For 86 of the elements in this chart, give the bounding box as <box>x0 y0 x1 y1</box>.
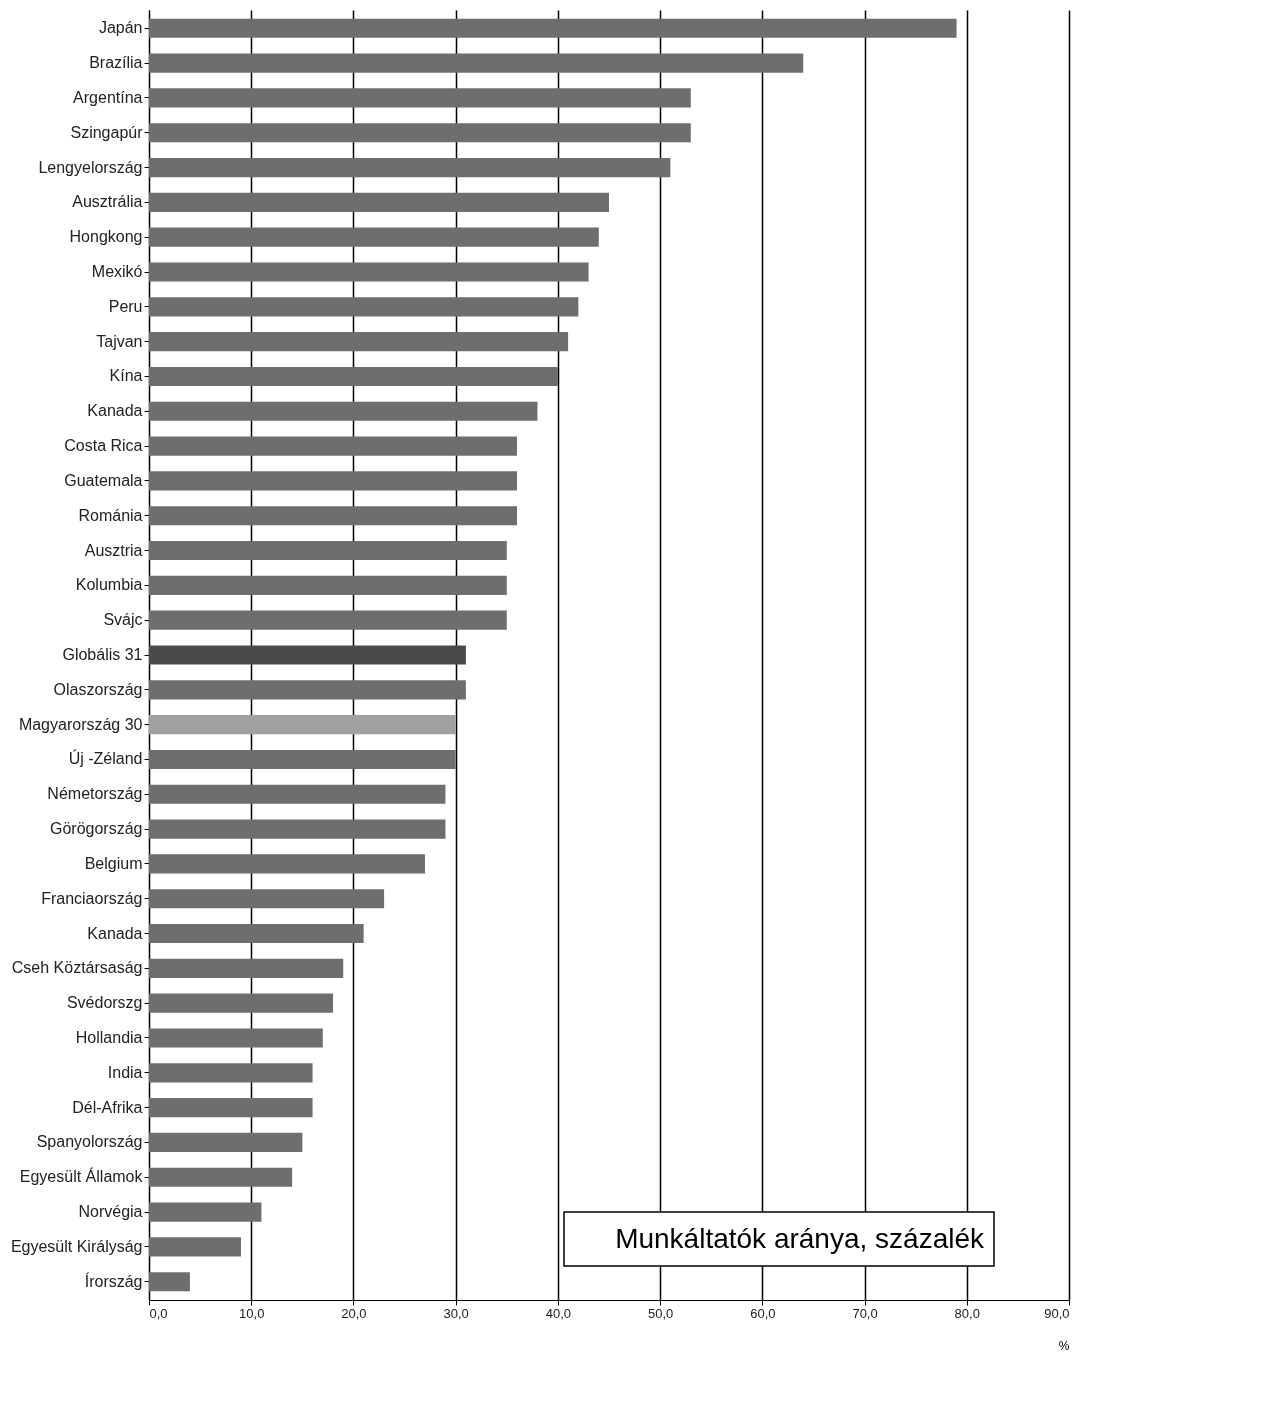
x-tick-label: 20,0 <box>341 1305 367 1321</box>
y-tick-label: Új -Zéland <box>68 749 143 768</box>
y-tick-label: Ausztrália <box>72 193 143 211</box>
bar <box>149 366 558 387</box>
bar <box>149 854 425 874</box>
y-tick-label: Guatemala <box>64 471 143 489</box>
y-tick-label: Norvégia <box>78 1203 143 1221</box>
x-tick-label: 10,0 <box>239 1305 265 1321</box>
bar <box>149 958 344 978</box>
bar <box>149 506 517 526</box>
y-tick-label: Lengyelország <box>38 158 143 176</box>
y-tick-label: Peru <box>108 297 143 315</box>
bar <box>149 18 957 38</box>
y-tick-label: Tajvan <box>96 332 143 350</box>
y-tick-label: Kína <box>109 367 143 385</box>
bar <box>149 88 691 108</box>
x-tick-label: 60,0 <box>750 1305 776 1321</box>
y-tick-label: Costa Rica <box>64 437 143 455</box>
y-tick-label: Románia <box>78 506 143 524</box>
y-tick-label: Belgium <box>84 854 143 872</box>
bar <box>149 749 456 770</box>
bar <box>149 1063 313 1083</box>
bar <box>149 1098 313 1118</box>
bar <box>149 575 507 595</box>
y-tick-label: Svédorszg <box>66 994 143 1012</box>
bar <box>149 784 446 804</box>
y-tick-label: Hongkong <box>69 228 143 246</box>
bar <box>149 993 333 1013</box>
y-tick-label: Japán <box>98 19 143 37</box>
y-tick-label: Olaszország <box>53 680 143 698</box>
bar <box>149 610 507 630</box>
y-tick-label: Görögország <box>50 820 143 838</box>
bar <box>149 192 609 212</box>
bar <box>149 1132 303 1153</box>
bar <box>149 123 691 143</box>
x-tick-label: 70,0 <box>852 1305 878 1321</box>
x-tick-label: 80,0 <box>954 1305 980 1321</box>
bar <box>149 1028 323 1048</box>
x-tick-label: 40,0 <box>545 1305 572 1321</box>
bar <box>149 401 538 421</box>
bar <box>149 923 364 944</box>
y-tick-label: Írország <box>84 1271 143 1290</box>
bar <box>149 645 466 665</box>
x-tick-label: 90,0 <box>1044 1305 1070 1321</box>
x-axis-title: % <box>1058 1338 1070 1353</box>
y-tick-label: Kanada <box>87 924 143 942</box>
y-tick-label: Franciaország <box>41 889 143 907</box>
y-tick-label: Magyarország 30 <box>18 715 143 733</box>
y-tick-label: India <box>107 1063 143 1081</box>
bar <box>149 819 446 839</box>
bar <box>149 540 507 561</box>
bar <box>149 715 456 735</box>
y-tick-label: Brazília <box>89 54 143 72</box>
bar <box>149 1237 241 1257</box>
y-tick-label: Spanyolország <box>36 1133 143 1151</box>
y-tick-label: Kanada <box>87 402 143 420</box>
bar <box>149 157 671 178</box>
y-tick-label: Cseh Köztársaság <box>11 959 143 977</box>
y-tick-label: Dél-Afrika <box>72 1098 143 1116</box>
bar <box>149 1167 293 1187</box>
y-tick-label: Kolumbia <box>75 576 143 594</box>
y-tick-label: Mexikó <box>91 263 143 280</box>
bar <box>149 227 599 247</box>
y-tick-label: Szingapúr <box>70 123 144 141</box>
y-tick-label: Svájc <box>103 611 143 629</box>
x-tick-label: 0,0 <box>149 1305 168 1321</box>
y-tick-label: Globális 31 <box>62 646 143 663</box>
bar <box>149 53 804 73</box>
bar <box>149 297 579 317</box>
bar <box>149 332 569 352</box>
y-tick-label: Argentína <box>73 88 143 106</box>
y-tick-label: Egyesült Királyság <box>10 1237 143 1255</box>
bar <box>149 1272 190 1292</box>
bar <box>149 680 466 700</box>
x-tick-label: 50,0 <box>647 1305 674 1321</box>
bar <box>149 436 517 456</box>
bar <box>149 1202 262 1222</box>
x-tick-label: 30,0 <box>443 1305 469 1321</box>
bar <box>149 262 589 282</box>
annotation: Munkáltatók aránya, százalék <box>615 1223 985 1254</box>
y-tick-label: Németország <box>47 785 143 803</box>
y-tick-label: Ausztria <box>84 541 143 559</box>
y-tick-label: Hollandia <box>75 1029 143 1046</box>
y-tick-label: Egyesült Államok <box>19 1167 144 1186</box>
bar <box>149 471 517 491</box>
bar <box>149 889 385 909</box>
